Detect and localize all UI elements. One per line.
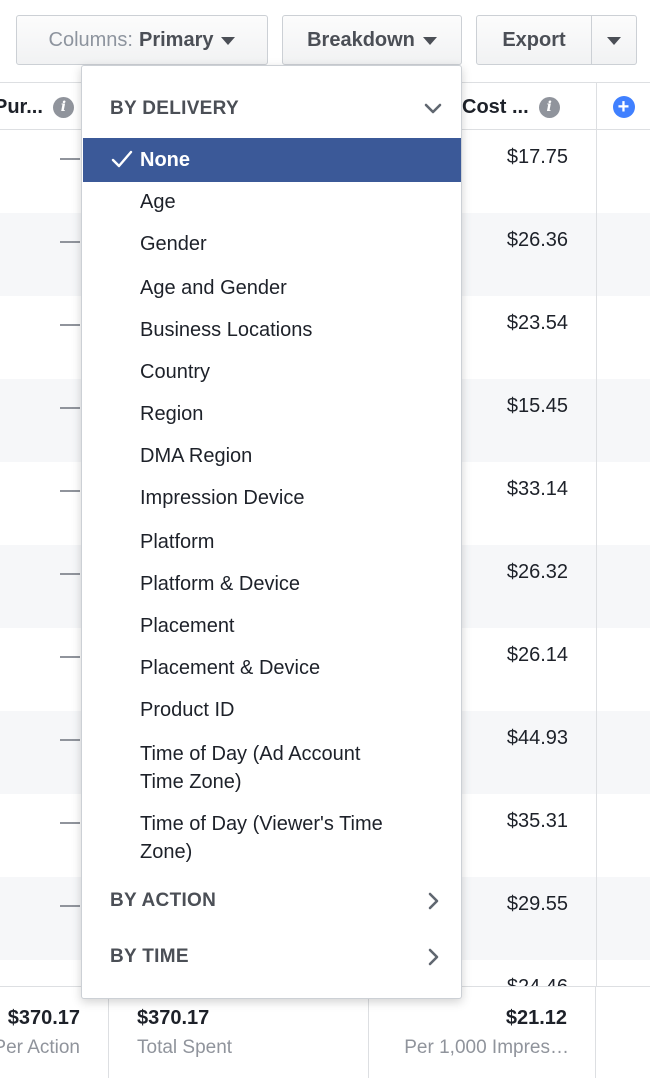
footer-label: Total Spent [137,1037,233,1058]
empty-value [60,822,80,824]
cost-cell: $24.46 [462,976,568,986]
table-row[interactable]: $17.75 [0,130,650,213]
cost-cell: $23.54 [506,312,568,334]
cost-cell: $17.75 [506,146,568,168]
section-by-time[interactable]: BY TIME [82,935,461,979]
footer-total-spent: $370.17 Total Spent [109,987,369,1078]
cost-cell: $15.45 [506,395,568,417]
menu-item-placement[interactable]: Placement [140,615,235,637]
menu-item-time-of-day-viewer[interactable]: Time of Day (Viewer's Time Zone) [140,813,383,863]
footer-label: Per Action [0,1037,80,1058]
table-row[interactable]: $23.54 [0,296,650,379]
empty-value [60,158,80,160]
columns-value: Primary [138,28,214,51]
cost-cell: $26.32 [506,561,568,583]
menu-item-placement-device[interactable]: Placement & Device [140,657,321,679]
footer-label: Per 1,000 Impres… [404,1037,569,1058]
breakdown-menu: BY DELIVERY None Age Gender Age and Gend… [81,65,462,999]
menu-item-age[interactable]: Age [140,191,176,213]
empty-value [60,407,80,409]
empty-value [60,739,80,741]
menu-item-dma-region[interactable]: DMA Region [140,445,253,467]
footer-value: $370.17 [137,1007,210,1029]
caret-down-icon [607,37,621,45]
column-header-results[interactable]: Pur... i [0,83,80,131]
footer-per-action: $370.17 Per Action [0,987,109,1078]
section-by-delivery[interactable]: BY DELIVERY [82,87,461,131]
chevron-down-icon [424,103,442,114]
cost-cell: $33.14 [506,478,568,500]
breakdown-label: Breakdown [307,28,415,51]
menu-item-platform[interactable]: Platform [140,531,215,553]
menu-item-business-locations[interactable]: Business Locations [140,319,313,341]
section-label: BY ACTION [110,890,217,911]
export-options-button[interactable] [591,15,637,65]
section-by-action[interactable]: BY ACTION [82,879,461,923]
menu-item-product-id[interactable]: Product ID [140,699,235,721]
footer-value: $370.17 [7,1007,80,1029]
cost-cell: $29.55 [506,893,568,915]
column-header-label: Cost ... [462,95,529,118]
menu-item-country[interactable]: Country [140,361,211,383]
menu-item-impression-device[interactable]: Impression Device [140,487,305,509]
export-button[interactable]: Export [476,15,592,65]
caret-down-icon [221,37,236,45]
footer-value: $21.12 [505,1007,567,1029]
empty-value [60,241,80,243]
column-divider [596,130,597,986]
menu-item-platform-device[interactable]: Platform & Device [140,573,301,595]
menu-item-gender[interactable]: Gender [140,233,207,255]
table-footer: $370.17 Per Action $370.17 Total Spent $… [0,986,650,1078]
footer-cpm: $21.12 Per 1,000 Impres… [369,987,596,1078]
table-row[interactable]: $26.14 [0,628,650,711]
table-row[interactable]: $24.46 [0,960,650,986]
checkmark-icon [111,150,133,168]
column-header-cost[interactable]: Cost ... i [462,83,596,131]
chevron-right-icon [428,892,439,910]
columns-prefix: Columns: [48,28,133,51]
table-row[interactable]: $35.31 [0,794,650,877]
info-icon[interactable]: i [538,96,560,118]
info-icon[interactable]: i [52,96,74,118]
caret-down-icon [422,37,437,45]
menu-item-time-of-day-account[interactable]: Time of Day (Ad Account Time Zone) [140,743,361,793]
export-label: Export [502,28,566,51]
cost-cell: $26.36 [506,229,568,251]
menu-item-none[interactable]: None [83,138,461,182]
empty-value [60,324,80,326]
table-row[interactable]: $33.14 [0,462,650,545]
section-label: BY DELIVERY [110,98,239,119]
menu-item-age-and-gender[interactable]: Age and Gender [140,277,287,299]
breakdown-button[interactable]: Breakdown [282,15,462,65]
menu-item-label: None [140,149,190,171]
empty-value [60,656,80,658]
empty-value [60,905,80,907]
toolbar: Columns: Primary Breakdown Export [0,0,650,82]
empty-value [60,573,80,575]
columns-button[interactable]: Columns: Primary [16,15,268,65]
cost-cell: $44.93 [506,727,568,749]
column-header-label: Pur... [0,95,43,118]
empty-value [60,490,80,492]
section-label: BY TIME [110,946,189,967]
cost-cell: $26.14 [506,644,568,666]
menu-item-region[interactable]: Region [140,403,204,425]
add-column-button[interactable]: + [596,83,650,131]
chevron-right-icon [428,948,439,966]
add-column-icon: + [612,96,635,118]
cost-cell: $35.31 [506,810,568,832]
